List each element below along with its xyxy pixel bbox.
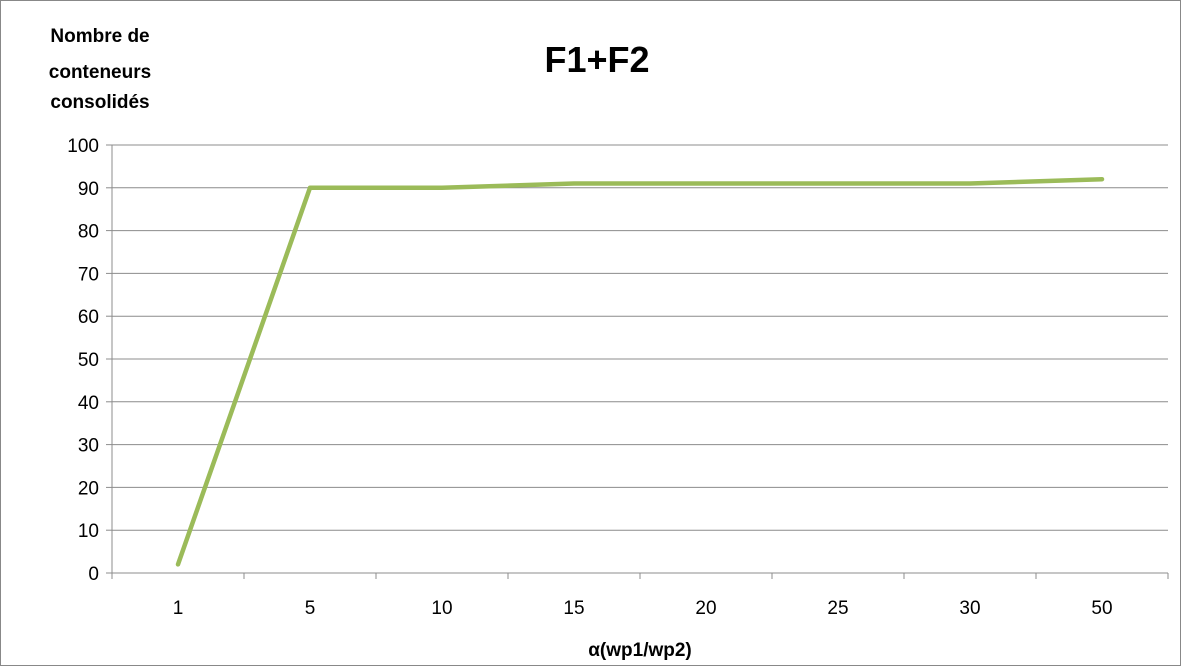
- axes: [106, 144, 1169, 579]
- y-tick-label: 20: [78, 478, 99, 499]
- series-line-0: [175, 176, 1105, 567]
- y-axis-label-line-1: Nombre de: [50, 26, 149, 47]
- y-tick-label: 50: [78, 350, 99, 371]
- y-tick-label: 10: [78, 521, 99, 542]
- y-tick-label: 30: [78, 436, 99, 457]
- series-layer: [175, 176, 1105, 567]
- x-tick-label: 25: [827, 598, 848, 619]
- y-tick-label: 40: [78, 393, 99, 414]
- x-tick-label: 30: [959, 598, 980, 619]
- y-tick-labels: 0 10 20 30 40 50 60 70 80 90 100: [67, 136, 99, 585]
- y-axis-label-line-2: conteneurs: [49, 62, 151, 83]
- chart-title: F1+F2: [544, 39, 649, 80]
- x-tick-label: 20: [695, 598, 716, 619]
- x-tick-labels: 1 5 10 15 20 25 30 50: [173, 598, 1113, 619]
- y-tick-label: 80: [78, 222, 99, 243]
- x-tick-label: 10: [431, 598, 452, 619]
- x-tick-label: 1: [173, 598, 184, 619]
- x-axis-label: α(wp1/wp2): [588, 640, 692, 661]
- y-tick-label: 90: [78, 179, 99, 200]
- y-tick-label: 70: [78, 264, 99, 285]
- grid-lines: [112, 144, 1168, 531]
- y-axis-label-line-3: consolidés: [50, 92, 149, 113]
- x-tick-label: 5: [305, 598, 316, 619]
- y-tick-label: 0: [88, 564, 99, 585]
- y-tick-label: 60: [78, 307, 99, 328]
- y-tick-label: 100: [67, 136, 99, 157]
- x-tick-label: 15: [563, 598, 584, 619]
- x-tick-label: 50: [1091, 598, 1112, 619]
